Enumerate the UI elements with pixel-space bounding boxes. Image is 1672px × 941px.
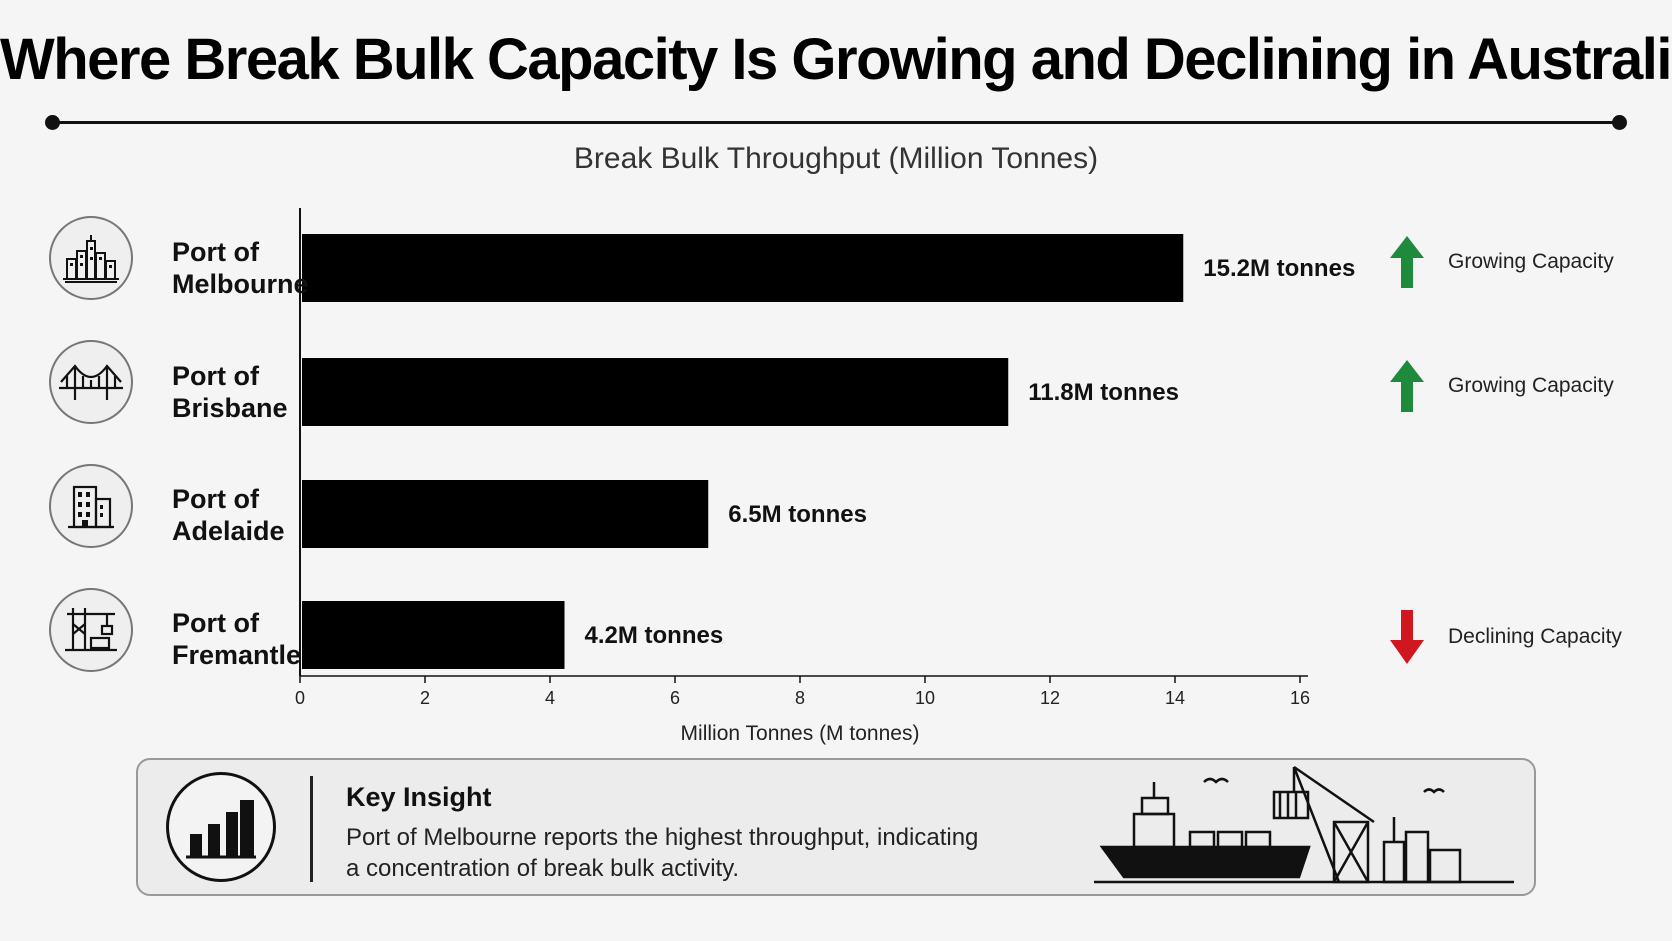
bar — [302, 234, 1184, 302]
x-tick-label: 2 — [420, 688, 430, 708]
bar-data-label: 4.2M tonnes — [585, 622, 724, 649]
trend-label: Growing Capacity — [1448, 374, 1614, 397]
up-arrow-icon — [1390, 236, 1424, 288]
bar-chart-icon — [166, 772, 276, 882]
port-label-melbourne: Port of Melbourne — [172, 237, 309, 299]
x-tick-label: 14 — [1165, 688, 1185, 708]
trend-melbourne: Growing Capacity — [1390, 236, 1614, 288]
bar — [302, 601, 565, 669]
x-tick-label: 0 — [295, 688, 305, 708]
bar-data-label: 6.5M tonnes — [728, 501, 867, 528]
divider-dot-right — [1612, 115, 1627, 130]
trend-brisbane: Growing Capacity — [1390, 360, 1614, 412]
port-label-brisbane: Port of Brisbane — [172, 361, 288, 423]
insight-divider — [310, 776, 313, 882]
bar-data-label: 15.2M tonnes — [1203, 255, 1355, 282]
insight-text: Port of Melbourne reports the highest th… — [346, 824, 979, 882]
key-insight-panel: Key Insight Port of Melbourne reports th… — [136, 758, 1536, 896]
x-tick-label: 12 — [1040, 688, 1060, 708]
x-tick-label: 16 — [1290, 688, 1310, 708]
port-crane-icon — [49, 588, 133, 672]
bar-data-label: 11.8M tonnes — [1028, 379, 1179, 406]
cargo-ship-and-crane-illustration — [1094, 732, 1514, 897]
x-tick-label: 10 — [915, 688, 935, 708]
x-tick-label: 8 — [795, 688, 805, 708]
building-icon — [49, 464, 133, 548]
trend-fremantle: Declining Capacity — [1390, 610, 1622, 664]
x-axis-title: Million Tonnes (M tonnes) — [681, 722, 920, 745]
trend-label: Growing Capacity — [1448, 250, 1614, 273]
x-tick-label: 6 — [670, 688, 680, 708]
chart-title: Break Bulk Throughput (Million Tonnes) — [573, 142, 1099, 175]
port-label-adelaide: Port of Adelaide — [172, 484, 285, 546]
down-arrow-icon — [1390, 610, 1424, 664]
up-arrow-icon — [1390, 360, 1424, 412]
city-skyline-icon — [49, 216, 133, 300]
divider-dot-left — [45, 115, 60, 130]
insight-title: Key Insight — [346, 782, 492, 812]
port-label-fremantle: Port of Fremantle — [172, 608, 302, 670]
x-tick-label: 4 — [545, 688, 555, 708]
trend-label: Declining Capacity — [1448, 625, 1622, 648]
page-title: Where Break Bulk Capacity Is Growing and… — [0, 27, 1672, 92]
bridge-icon — [49, 340, 133, 424]
bar — [302, 358, 1009, 426]
bar-chart: 0 2 4 6 8 10 12 14 16 Million Tonnes (M tonnes) 15… — [295, 208, 1355, 745]
bar — [302, 480, 709, 548]
title-divider — [52, 121, 1620, 124]
